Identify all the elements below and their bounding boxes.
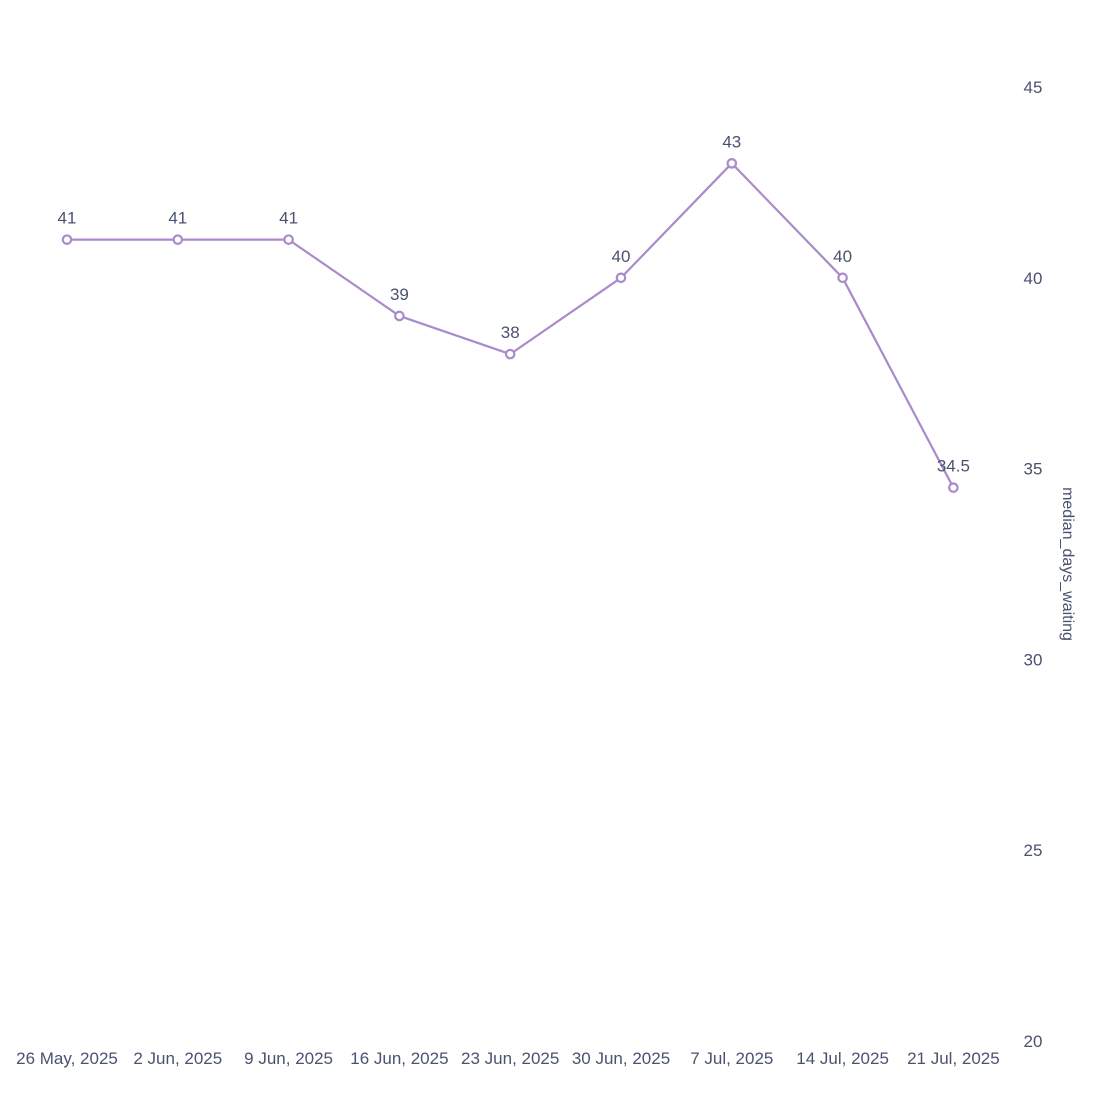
- data-label: 41: [58, 209, 77, 228]
- x-tick-label: 26 May, 2025: [16, 1049, 118, 1068]
- y-tick-label: 20: [1024, 1032, 1043, 1051]
- data-label: 39: [390, 285, 409, 304]
- y-axis: 20 25 30 35 40 45: [1024, 78, 1043, 1051]
- y-tick-label: 35: [1024, 460, 1043, 479]
- x-axis: 26 May, 2025 2 Jun, 2025 9 Jun, 2025 16 Jun…: [16, 1049, 1000, 1068]
- data-label: 38: [501, 323, 520, 342]
- data-point[interactable]: [283, 234, 294, 245]
- data-point[interactable]: [726, 158, 738, 169]
- x-tick-label: 30 Jun, 2025: [572, 1049, 670, 1068]
- data-point[interactable]: [615, 272, 627, 284]
- x-tick-label: 2 Jun, 2025: [133, 1049, 222, 1068]
- x-tick-label: 21 Jul, 2025: [907, 1049, 1000, 1068]
- x-tick-label: 9 Jun, 2025: [244, 1049, 333, 1068]
- data-point[interactable]: [61, 234, 73, 245]
- plot-area: 41 41 41 39 38 40 43 40 34.5: [58, 132, 970, 493]
- data-label: 40: [612, 247, 631, 266]
- y-tick-label: 30: [1024, 650, 1043, 669]
- data-label: 41: [279, 209, 298, 228]
- data-point[interactable]: [837, 272, 848, 284]
- data-label: 40: [833, 247, 852, 266]
- x-tick-label: 23 Jun, 2025: [461, 1049, 559, 1068]
- data-label: 43: [722, 132, 741, 151]
- data-label: 34.5: [937, 457, 970, 476]
- y-tick-label: 25: [1024, 841, 1043, 860]
- y-tick-label: 45: [1024, 78, 1043, 97]
- data-label: 41: [168, 209, 187, 228]
- y-tick-label: 40: [1024, 269, 1043, 288]
- x-tick-label: 16 Jun, 2025: [350, 1049, 448, 1068]
- x-tick-label: 14 Jul, 2025: [796, 1049, 889, 1068]
- x-tick-label: 7 Jul, 2025: [690, 1049, 773, 1068]
- data-point[interactable]: [504, 348, 516, 360]
- data-point[interactable]: [394, 310, 405, 322]
- data-point[interactable]: [172, 234, 184, 245]
- data-point[interactable]: [948, 482, 959, 493]
- y-axis-title: median_days_waiting: [1059, 487, 1076, 641]
